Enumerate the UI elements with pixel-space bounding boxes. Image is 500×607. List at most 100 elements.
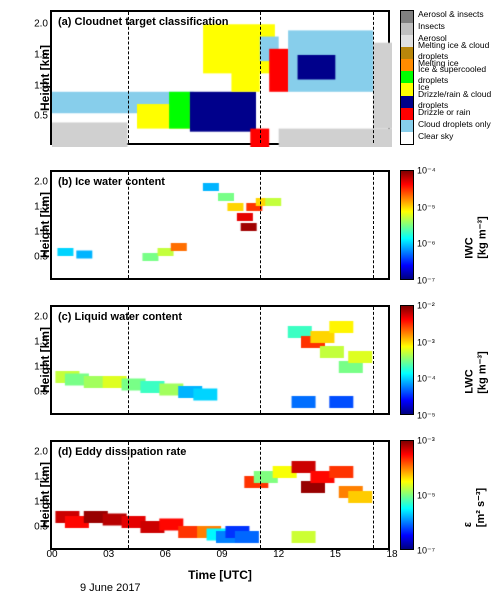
- canvas-a: [52, 12, 392, 147]
- legend-item: Insects: [418, 20, 500, 32]
- vline: [260, 12, 261, 143]
- vline: [373, 442, 374, 548]
- yticks-a: 0.5 1.0 1.5 2.0: [22, 12, 50, 143]
- plot-area-a: (a) Cloudnet target classificationHeight…: [50, 10, 390, 145]
- colorbar-segment: [401, 35, 413, 47]
- panel-title-c: (c) Liquid water content: [58, 311, 182, 323]
- plot-area-b: (b) Ice water contentHeight [km]0.51.01.…: [50, 170, 390, 280]
- ytick: 2.0: [34, 177, 48, 188]
- colorbar-c: 10⁻⁵10⁻⁴10⁻³10⁻²: [400, 305, 414, 415]
- panel-title-d: (d) Eddy dissipation rate: [58, 446, 186, 458]
- colorbar-a: [400, 10, 414, 145]
- legend-item: Cloud droplets only: [418, 118, 500, 130]
- xtick: 12: [273, 549, 284, 560]
- legend-label: Drizzle or rain: [418, 107, 470, 118]
- ytick: 1.5: [34, 202, 48, 213]
- colorbar-tick: 10⁻⁷: [417, 276, 435, 287]
- vline: [260, 307, 261, 413]
- ytick: 2.0: [34, 447, 48, 458]
- colorbar-label-c: LWC[kg m⁻³]: [464, 351, 489, 393]
- canvas-c: [52, 307, 392, 417]
- colorbar-segment: [401, 23, 413, 35]
- ytick: 1.0: [34, 227, 48, 238]
- colorbar-tick: 10⁻⁴: [417, 374, 436, 385]
- ytick: 1.0: [34, 80, 48, 91]
- colorbar-tick: 10⁻⁷: [417, 546, 435, 557]
- yticks-c: 0.5 1.0 1.5 2.0: [22, 307, 50, 413]
- ytick: 1.0: [34, 362, 48, 373]
- colorbar-segment: [401, 132, 413, 144]
- colorbar-tick: 10⁻⁵: [417, 202, 436, 213]
- colorbar-segment: [401, 47, 413, 59]
- legend-item: Ice & supercooled droplets: [418, 69, 500, 81]
- vline: [373, 307, 374, 413]
- colorbar-label-b: IWC[kg m⁻³]: [464, 216, 489, 258]
- colorbar-tick: 10⁻²: [417, 301, 435, 312]
- xtick: 00: [46, 549, 57, 560]
- xdate: 9 June 2017: [80, 582, 390, 594]
- colorbar-tick: 10⁻³: [417, 337, 435, 348]
- colorbar-tick: 10⁻⁵: [417, 491, 436, 502]
- colorbar-tick: 10⁻⁵: [417, 411, 436, 422]
- yticks-b: 0.5 1.0 1.5 2.0: [22, 172, 50, 278]
- panel-a: (a) Cloudnet target classificationHeight…: [50, 10, 390, 145]
- colorbar-segment: [401, 83, 413, 95]
- ytick: 2.0: [34, 19, 48, 30]
- panel-d: (d) Eddy dissipation rateHeight [km]0.51…: [50, 440, 390, 594]
- legend-item: Aerosol & insects: [418, 8, 500, 20]
- xlabel: Time [UTC]: [50, 568, 390, 582]
- ytick: 1.5: [34, 472, 48, 483]
- legend-item: Drizzle/rain & cloud droplets: [418, 94, 500, 106]
- ytick: 0.5: [34, 522, 48, 533]
- colorbar-segment: [401, 71, 413, 83]
- panel-c: (c) Liquid water contentHeight [km]0.51.…: [50, 305, 390, 415]
- vline: [373, 12, 374, 143]
- colorbar-segment: [401, 108, 413, 120]
- vline: [260, 442, 261, 548]
- legend-item: Clear sky: [418, 131, 500, 143]
- yticks-d: 0.5 1.0 1.5 2.0: [22, 442, 50, 548]
- panel-b: (b) Ice water contentHeight [km]0.51.01.…: [50, 170, 390, 280]
- xtick: 15: [330, 549, 341, 560]
- colorbar-segment: [401, 11, 413, 23]
- xtick: 03: [103, 549, 114, 560]
- ytick: 0.5: [34, 111, 48, 122]
- canvas-b: [52, 172, 392, 282]
- canvas-d: [52, 442, 392, 552]
- colorbar-ticks-c: 10⁻⁵10⁻⁴10⁻³10⁻²: [417, 306, 457, 414]
- legend-label: Cloud droplets only: [418, 119, 491, 130]
- ytick: 1.0: [34, 497, 48, 508]
- ytick: 1.5: [34, 337, 48, 348]
- legend-a: Aerosol & insectsInsectsAerosolMelting i…: [418, 8, 500, 143]
- colorbar-b: 10⁻⁷10⁻⁶10⁻⁵10⁻⁴: [400, 170, 414, 280]
- vline: [260, 172, 261, 278]
- xticks: 00030609121518: [52, 549, 388, 563]
- ytick: 2.0: [34, 312, 48, 323]
- colorbar-d: 10⁻⁷10⁻⁵10⁻³: [400, 440, 414, 550]
- colorbar-segment: [401, 59, 413, 71]
- panel-title-b: (b) Ice water content: [58, 176, 165, 188]
- panel-title-a: (a) Cloudnet target classification: [58, 16, 229, 28]
- colorbar-tick: 10⁻⁶: [417, 239, 435, 250]
- colorbar-tick: 10⁻³: [417, 436, 435, 447]
- ytick: 0.5: [34, 387, 48, 398]
- vline: [373, 172, 374, 278]
- colorbar-tick: 10⁻⁴: [417, 166, 436, 177]
- colorbar-ticks-d: 10⁻⁷10⁻⁵10⁻³: [417, 441, 457, 549]
- legend-label: Aerosol & insects: [418, 9, 484, 20]
- plot-area-c: (c) Liquid water contentHeight [km]0.51.…: [50, 305, 390, 415]
- legend-label: Clear sky: [418, 131, 453, 142]
- colorbar-segment: [401, 120, 413, 132]
- vline: [128, 12, 129, 143]
- xtick: 18: [386, 549, 397, 560]
- colorbar-label-d: ε[m² s⁻³]: [462, 488, 487, 527]
- legend-item: Melting ice & cloud droplets: [418, 45, 500, 57]
- legend-label: Ice & supercooled droplets: [418, 64, 500, 86]
- xtick: 06: [160, 549, 171, 560]
- ytick: 0.5: [34, 252, 48, 263]
- xtick: 09: [216, 549, 227, 560]
- ytick: 1.5: [34, 49, 48, 60]
- colorbar-ticks-b: 10⁻⁷10⁻⁶10⁻⁵10⁻⁴: [417, 171, 457, 279]
- plot-area-d: (d) Eddy dissipation rateHeight [km]0.51…: [50, 440, 390, 550]
- colorbar-segment: [401, 96, 413, 108]
